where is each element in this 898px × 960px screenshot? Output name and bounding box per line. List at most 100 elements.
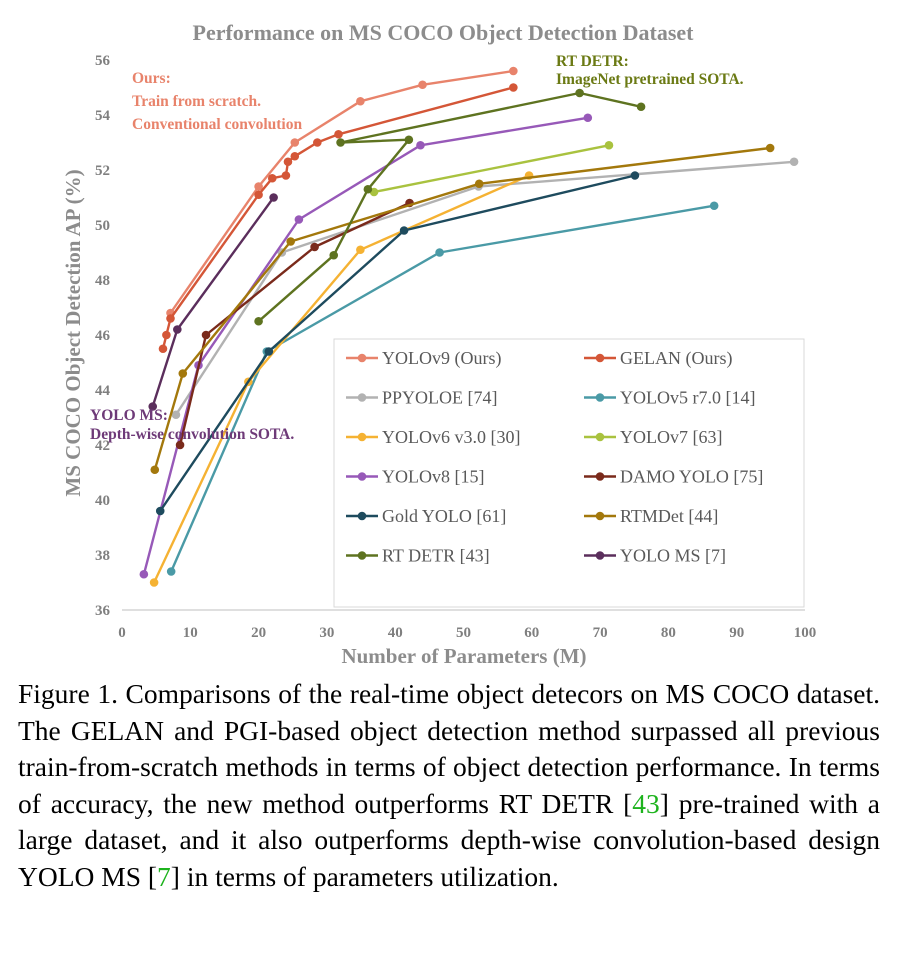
x-axis-label: Number of Parameters (M) [341, 644, 586, 668]
legend-swatch-marker [357, 511, 367, 521]
series-line [373, 144, 610, 194]
legend: YOLOv9 (Ours) GELAN (Ours) PPYOLOE [74] YOL… [333, 338, 805, 608]
data-point [604, 140, 614, 150]
legend-label: Gold YOLO [61] [382, 506, 506, 526]
data-point [149, 578, 159, 587]
data-point [162, 330, 171, 340]
legend-swatch-marker [595, 432, 605, 442]
series-line [159, 174, 636, 512]
legend-swatch-marker [595, 511, 605, 521]
data-point [201, 330, 211, 340]
annotation-2: YOLO MS: Depth-wise convolution SOTA. [90, 407, 294, 443]
legend-swatch-marker [595, 472, 605, 481]
caption-text-3: ] in terms of parameters utilization. [170, 860, 559, 892]
y-tick-label: 36 [95, 603, 111, 619]
x-tick-label: 20 [251, 625, 266, 641]
series-11 [148, 193, 278, 411]
legend-item: RT DETR [43] [346, 546, 490, 566]
x-tick-label: 50 [456, 625, 471, 641]
data-point [139, 569, 149, 579]
data-point [264, 347, 274, 356]
data-point [267, 173, 277, 183]
data-point [281, 171, 291, 180]
annotation-1: RT DETR:ImageNet pretrained SOTA. [556, 53, 744, 88]
data-point [416, 140, 425, 150]
data-point [269, 193, 278, 202]
y-tick-label: 48 [95, 273, 110, 289]
series-1 [158, 83, 518, 354]
x-tick-label: 90 [729, 625, 744, 641]
data-point [175, 440, 185, 450]
annotation-line: Ours: [132, 70, 171, 87]
data-point [356, 96, 365, 106]
legend-label: RT DETR [43] [382, 546, 490, 566]
legend-label: YOLOv6 v3.0 [30] [382, 427, 520, 447]
legend-swatch-marker [357, 432, 367, 442]
caption-text-2: ] pre-trained with a large dataset, and … [18, 787, 880, 892]
legend-swatch-marker [357, 472, 367, 481]
y-tick-label: 52 [95, 163, 110, 179]
y-tick-label: 40 [95, 493, 110, 509]
x-tick-label: 40 [388, 625, 403, 641]
data-point [509, 66, 518, 76]
y-tick-label: 54 [95, 108, 111, 124]
legend-label: YOLO MS [7] [620, 546, 726, 566]
data-point [254, 190, 263, 200]
legend-label: RTMDet [44] [620, 506, 718, 526]
legend-label: YOLOv5 r7.0 [14] [620, 388, 755, 408]
y-axis-label: MS COCO Object Detection AP (%) [61, 169, 85, 496]
data-point [290, 151, 300, 161]
annotation-line: YOLO MS: [90, 407, 168, 424]
series-6 [139, 113, 593, 579]
data-point [329, 250, 339, 260]
caption-ref-7[interactable]: 7 [157, 860, 171, 892]
x-tick-label: 10 [183, 625, 198, 641]
data-point [254, 316, 263, 326]
x-tick-label: 70 [593, 625, 608, 641]
legend-label: GELAN (Ours) [620, 348, 732, 369]
series-line [153, 174, 530, 584]
data-point [575, 88, 584, 98]
annotation-0: Ours: Train from scratch. Conventional con… [132, 70, 302, 133]
data-point [789, 157, 799, 167]
data-point [636, 102, 646, 112]
legend-label: PPYOLOE [74] [382, 388, 498, 408]
series-line [178, 201, 411, 446]
data-point [173, 325, 182, 334]
legend-item: Gold YOLO [61] [346, 506, 506, 526]
y-tick-label: 46 [95, 328, 111, 344]
data-point [286, 237, 296, 246]
legend-swatch-marker [595, 353, 605, 363]
data-point [356, 245, 365, 255]
data-point [709, 201, 719, 211]
legend-swatch-marker [357, 393, 367, 402]
caption-text-1: Figure 1. Comparisons of the real-time o… [18, 678, 880, 819]
data-point [630, 171, 640, 180]
series-line [257, 91, 642, 323]
y-tick-label: 50 [95, 218, 110, 234]
legend-swatch-marker [595, 393, 605, 402]
annotation-line: ImageNet pretrained SOTA. [556, 71, 744, 88]
legend-label: YOLOv9 (Ours) [382, 348, 501, 369]
x-tick-label: 100 [794, 625, 817, 641]
series-9 [150, 143, 775, 475]
data-point [166, 314, 175, 323]
data-point [150, 465, 160, 475]
caption-ref-43[interactable]: 43 [632, 787, 660, 819]
data-point [148, 402, 158, 411]
data-point [171, 410, 181, 420]
data-point [178, 369, 188, 378]
data-point [404, 135, 414, 145]
chart-title: Performance on MS COCO Object Detection … [193, 20, 695, 45]
x-tick-label: 30 [319, 625, 334, 641]
legend-item: RTMDet [44] [584, 506, 718, 526]
chart: Performance on MS COCO Object Detection … [61, 20, 817, 668]
annotation-line: RT DETR: [556, 53, 629, 70]
x-tick-label: 60 [524, 625, 539, 641]
series-line [170, 204, 715, 572]
legend-item: GELAN (Ours) [584, 348, 732, 369]
series-10 [254, 88, 646, 326]
data-point [334, 129, 343, 139]
y-tick-label: 42 [95, 438, 110, 454]
legend-item: YOLOv9 (Ours) [346, 348, 501, 369]
